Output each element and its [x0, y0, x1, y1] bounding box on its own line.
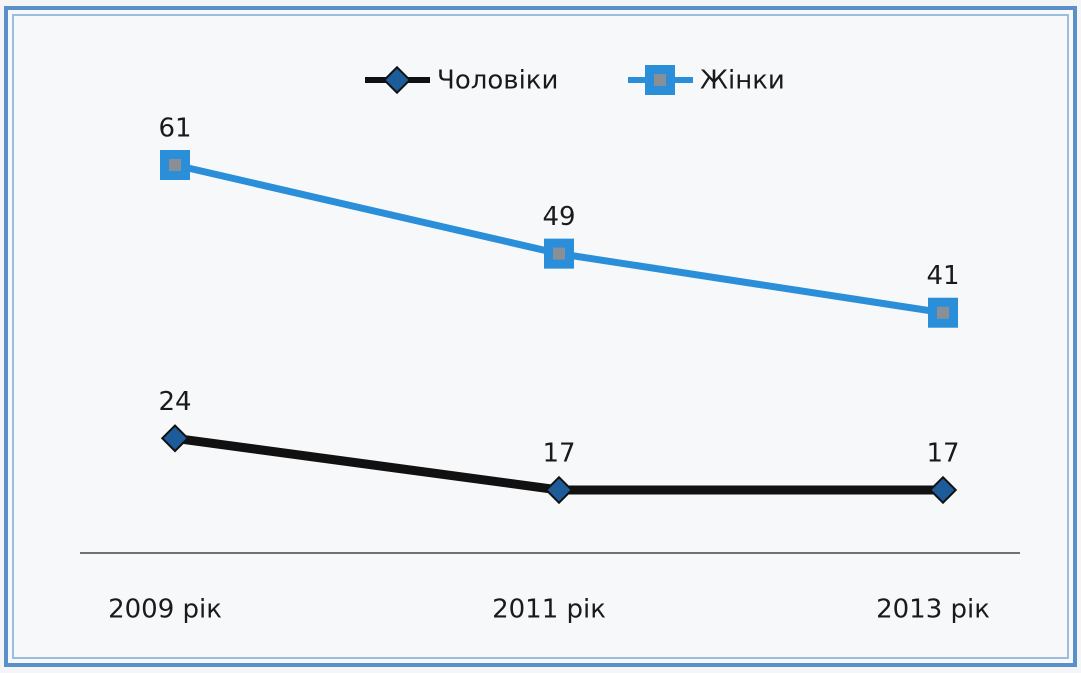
data-label: 24 — [158, 387, 191, 417]
point-marker-inner — [937, 306, 949, 319]
point-marker — [544, 475, 574, 505]
point-marker-inner — [169, 159, 181, 171]
data-label: 17 — [926, 439, 959, 469]
data-label: 41 — [926, 261, 959, 291]
legend-label: Жінки — [700, 66, 785, 96]
x-tick-label: 2013 рік — [876, 595, 990, 625]
data-label: 17 — [542, 439, 575, 469]
point-marker-inner — [553, 247, 565, 260]
x-tick-label: 2009 рік — [108, 595, 222, 625]
legend-marker — [654, 74, 666, 86]
point-marker — [928, 475, 958, 505]
data-label: 61 — [158, 114, 191, 144]
legend-label: Чоловіки — [437, 66, 558, 96]
frame-inner — [12, 14, 1069, 659]
data-label: 49 — [542, 202, 575, 232]
legend-marker — [382, 65, 412, 95]
x-tick-label: 2011 рік — [492, 595, 606, 625]
point-marker — [160, 424, 190, 453]
frame — [4, 6, 1077, 667]
